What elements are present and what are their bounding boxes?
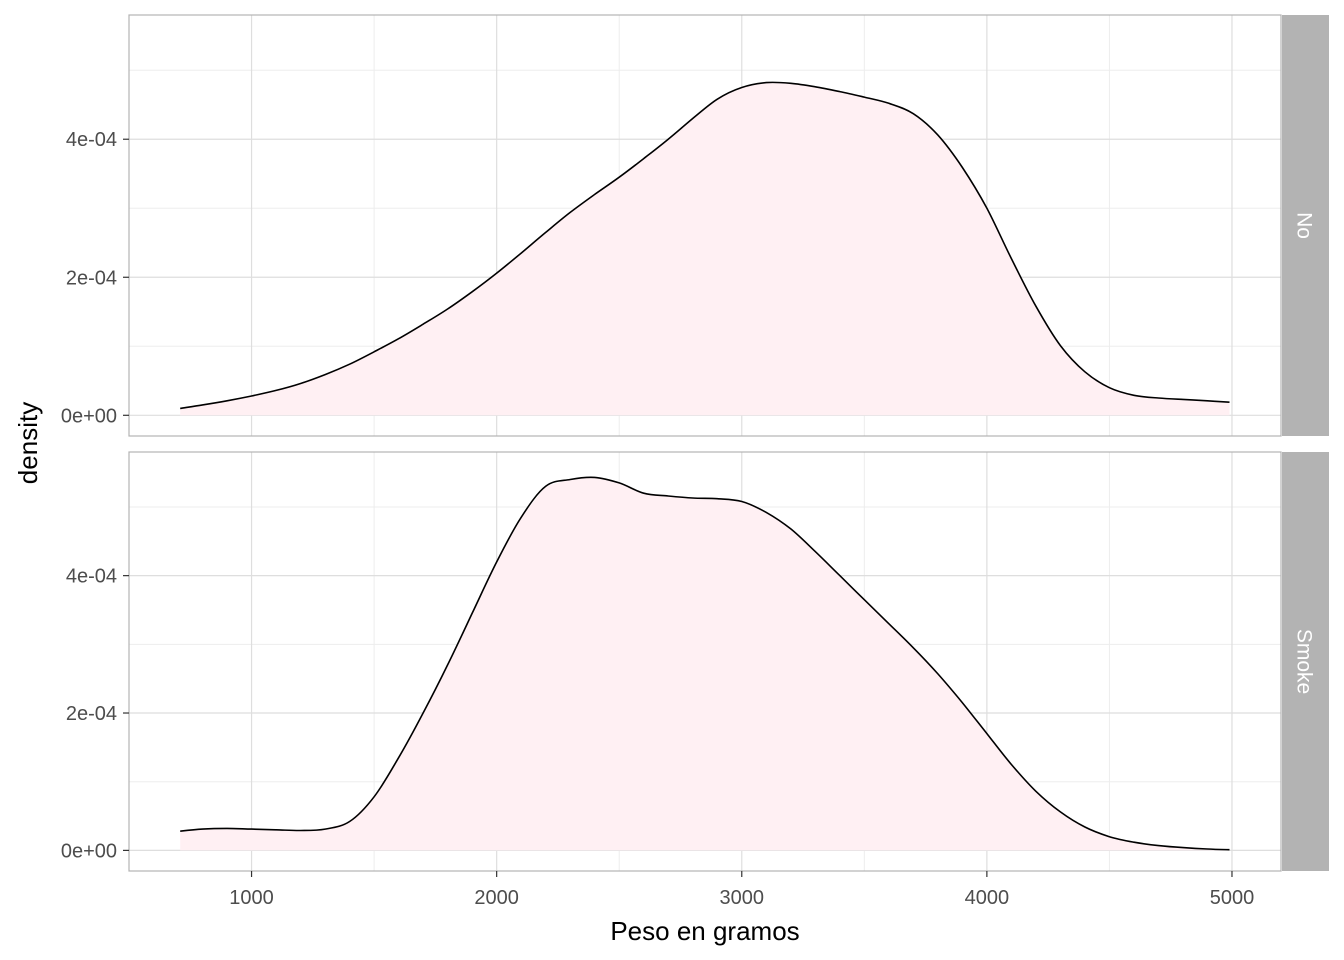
strip-label: Smoke bbox=[1293, 629, 1316, 694]
x-tick-label: 2000 bbox=[474, 887, 519, 909]
density-area-smoke bbox=[180, 477, 1230, 851]
strip-background bbox=[1282, 15, 1329, 436]
strip-no: No bbox=[1282, 15, 1329, 436]
panel-border bbox=[128, 14, 1282, 437]
panels-layer: 0e+00 2e-04 4e-04 No 0e+00 2e-04 4e-04 Smoke bbox=[61, 14, 1329, 872]
strip-smoke: Smoke bbox=[1282, 452, 1329, 871]
x-tick-label: 5000 bbox=[1210, 887, 1255, 909]
panel-smoke: 0e+00 2e-04 4e-04 Smoke bbox=[61, 451, 1329, 872]
y-tick-label: 4e-04 bbox=[66, 566, 117, 588]
x-axis-title: Peso en gramos bbox=[610, 916, 799, 946]
y-tick-label: 2e-04 bbox=[66, 703, 117, 725]
strip-label: No bbox=[1293, 212, 1316, 239]
panel-no: 0e+00 2e-04 4e-04 No bbox=[61, 14, 1329, 437]
density-line-smoke bbox=[180, 476, 1230, 851]
strip-background bbox=[1282, 452, 1329, 871]
y-tick-label: 2e-04 bbox=[66, 267, 117, 289]
density-line-no bbox=[180, 81, 1230, 410]
y-tick-label: 0e+00 bbox=[61, 405, 117, 427]
density-area-no bbox=[180, 82, 1230, 416]
y-axis-title: density bbox=[13, 402, 43, 484]
x-tick-label: 4000 bbox=[965, 887, 1010, 909]
x-tick-label: 1000 bbox=[229, 887, 274, 909]
y-tick-label: 0e+00 bbox=[61, 840, 117, 862]
x-axis: 1000 2000 3000 4000 5000 bbox=[229, 871, 1254, 909]
panel-border bbox=[128, 451, 1282, 872]
x-tick-label: 3000 bbox=[720, 887, 765, 909]
y-tick-label: 4e-04 bbox=[66, 129, 117, 151]
